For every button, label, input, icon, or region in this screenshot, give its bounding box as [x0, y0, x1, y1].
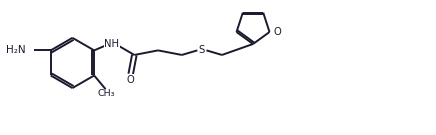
Text: O: O [127, 75, 135, 85]
Text: O: O [273, 27, 281, 37]
Text: S: S [199, 45, 205, 55]
Text: CH₃: CH₃ [97, 89, 115, 98]
Text: NH: NH [105, 39, 119, 49]
Text: H₂N: H₂N [6, 45, 26, 55]
